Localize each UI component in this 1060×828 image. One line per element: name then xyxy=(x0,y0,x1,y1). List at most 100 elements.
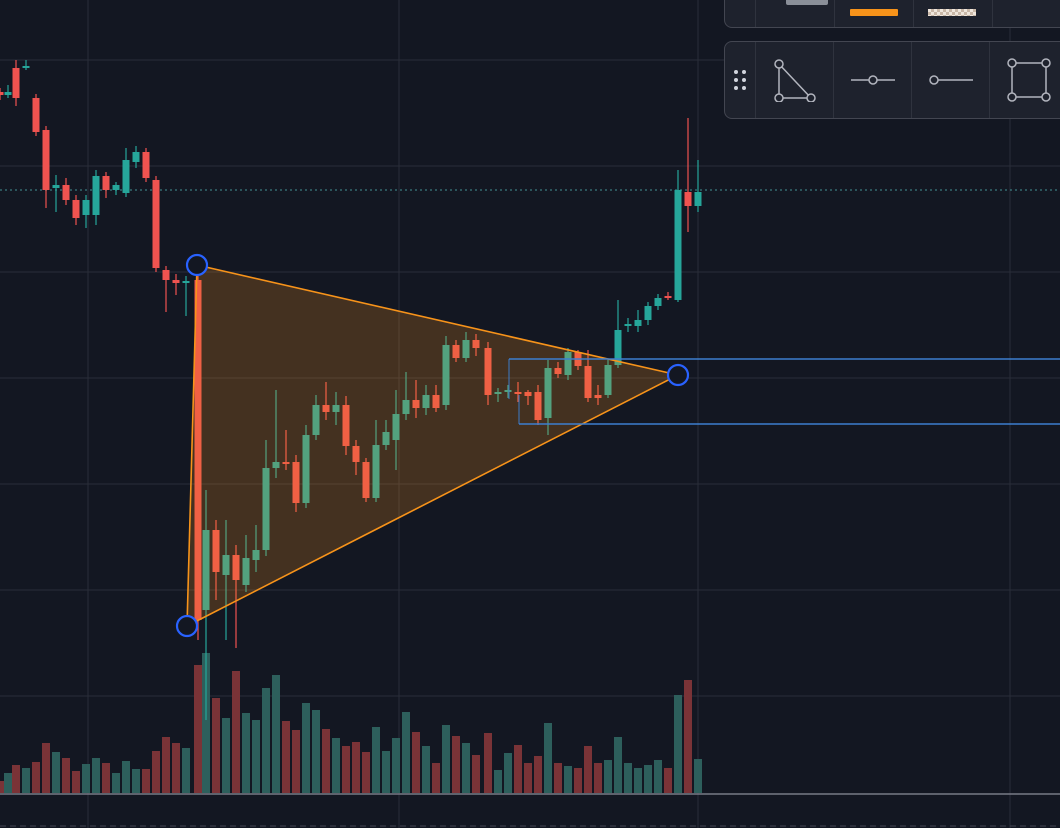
drag-handle-icon[interactable] xyxy=(725,42,756,118)
volume-bar xyxy=(122,761,130,793)
triangle-handle-1 xyxy=(185,253,209,277)
volume-bar xyxy=(684,680,692,793)
volume-bar xyxy=(172,743,180,793)
candle-body xyxy=(252,550,260,560)
candle-body xyxy=(302,435,310,503)
fill-color-button[interactable] xyxy=(914,0,993,27)
volume-bar xyxy=(252,720,260,793)
candle-body xyxy=(172,280,180,283)
candle-body xyxy=(494,392,502,394)
candle-body xyxy=(152,180,160,268)
triangle-drawing[interactable] xyxy=(186,264,679,627)
candle-body xyxy=(534,392,542,420)
triangle-handles[interactable] xyxy=(175,253,690,638)
candle-body xyxy=(242,558,250,585)
candle-body xyxy=(654,298,662,306)
candle-body xyxy=(262,468,270,550)
candle-body xyxy=(352,446,360,462)
volume-bar xyxy=(634,768,642,793)
candle-body xyxy=(312,405,320,435)
volume-bar xyxy=(32,762,40,793)
volume-bar xyxy=(362,752,370,793)
rectangle-icon xyxy=(1007,58,1051,102)
volume-bar xyxy=(472,755,480,793)
line-color-swatch xyxy=(850,9,898,16)
candle-body xyxy=(382,432,390,445)
volume-bar xyxy=(202,653,210,793)
drawing-tools-toolbar xyxy=(724,41,1060,119)
volume-bar xyxy=(182,748,190,793)
volume-bar xyxy=(292,730,300,793)
volume-bar xyxy=(514,745,522,793)
rectangle-drawing[interactable] xyxy=(508,358,1060,425)
candle-body xyxy=(292,462,300,503)
volume-bar xyxy=(614,737,622,793)
volume-bar xyxy=(564,766,572,793)
volume-bar xyxy=(222,718,230,793)
candle-body xyxy=(462,340,470,358)
candle-body xyxy=(194,280,202,620)
candle-body xyxy=(72,200,80,218)
candle-body xyxy=(0,92,4,95)
volume-bar xyxy=(484,733,492,793)
volume-bar xyxy=(554,763,562,793)
candle-body xyxy=(332,405,340,412)
candle-body xyxy=(102,176,110,190)
template-button[interactable] xyxy=(756,0,835,27)
volume-bar xyxy=(194,665,202,793)
candle-body xyxy=(614,330,622,365)
volume-bar xyxy=(232,671,240,793)
volume-bar xyxy=(432,763,440,793)
rectangle-tool-button[interactable] xyxy=(990,42,1060,118)
volume-bar xyxy=(524,763,532,793)
candle-body xyxy=(412,400,420,408)
volume-bar xyxy=(594,763,602,793)
candle-body xyxy=(42,130,50,190)
triangle-handle-3 xyxy=(175,614,199,638)
volume-bar xyxy=(4,773,12,793)
candle-body xyxy=(674,190,682,300)
template-icon xyxy=(786,0,828,5)
volume-bars xyxy=(0,653,702,793)
triangle-icon xyxy=(773,59,816,102)
volume-bar xyxy=(282,721,290,793)
volume-bar xyxy=(372,727,380,793)
triangle-handle-2 xyxy=(666,363,690,387)
volume-bar xyxy=(322,729,330,793)
horizontal-ray-tool-button[interactable] xyxy=(912,42,990,118)
drawing-style-toolbar xyxy=(724,0,1060,28)
volume-bar xyxy=(664,768,672,793)
more-style-button[interactable] xyxy=(993,0,1060,27)
volume-bar xyxy=(12,765,20,793)
horizontal-line-icon xyxy=(850,75,895,85)
candle-body xyxy=(514,392,522,394)
volume-bar xyxy=(62,758,70,793)
triangle-tool-button[interactable] xyxy=(756,42,834,118)
volume-bar xyxy=(544,723,552,793)
horizontal-line-tool-button[interactable] xyxy=(834,42,912,118)
candle-body xyxy=(62,185,70,200)
candle-body xyxy=(644,306,652,320)
candle-body xyxy=(452,345,460,358)
volume-bar xyxy=(422,746,430,793)
candle-body xyxy=(422,395,430,408)
volume-bar xyxy=(272,675,280,793)
line-color-button[interactable] xyxy=(835,0,914,27)
volume-bar xyxy=(392,738,400,793)
candle-body xyxy=(272,462,280,468)
candle-body xyxy=(222,555,230,575)
volume-bar xyxy=(312,710,320,793)
volume-bar xyxy=(152,751,160,793)
toolbar-spacer xyxy=(725,0,756,27)
volume-bar xyxy=(262,688,270,793)
time-axis-border xyxy=(0,793,1060,827)
volume-bar xyxy=(112,773,120,793)
volume-bar xyxy=(462,743,470,793)
candle-body xyxy=(322,405,330,412)
candle-body xyxy=(372,445,380,498)
candle-body xyxy=(624,324,632,326)
volume-bar xyxy=(452,736,460,793)
volume-bar xyxy=(644,765,652,793)
